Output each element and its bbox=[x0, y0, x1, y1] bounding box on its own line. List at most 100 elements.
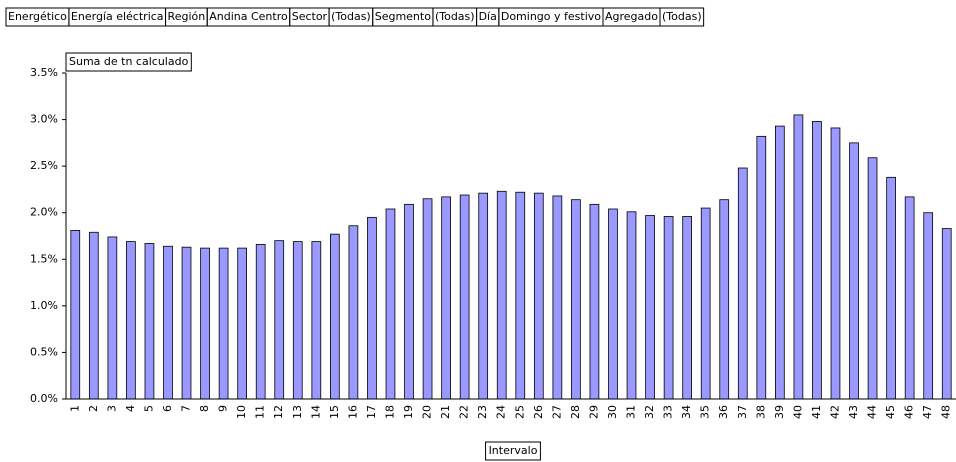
filter-value[interactable]: (Todas) bbox=[331, 10, 371, 23]
bar bbox=[552, 195, 563, 400]
bar bbox=[478, 192, 489, 400]
x-tick-label: 27 bbox=[550, 405, 563, 419]
bar bbox=[867, 157, 878, 400]
bar bbox=[88, 231, 99, 400]
plot-area: 0.0%0.5%1.0%1.5%2.0%2.5%3.0%3.5%1 2 3 4 5 6 7 8… bbox=[30, 52, 956, 461]
bar bbox=[163, 245, 173, 400]
x-tick-label: 21 bbox=[439, 405, 452, 419]
bar bbox=[200, 247, 210, 400]
x-axis-label[interactable]: Intervalo bbox=[489, 444, 538, 457]
filter-field[interactable]: Día bbox=[479, 10, 497, 23]
filter-field[interactable]: Sector bbox=[292, 10, 328, 23]
x-tick-label: 23 bbox=[476, 405, 489, 419]
x-tick-label: 25 bbox=[513, 405, 526, 419]
x-tick-label: 39 bbox=[773, 405, 786, 419]
bar bbox=[330, 233, 340, 400]
x-tick-label: 17 bbox=[365, 405, 378, 419]
filter-value[interactable]: Energía eléctrica bbox=[71, 10, 164, 23]
x-tick-label: 41 bbox=[810, 405, 823, 419]
bar bbox=[348, 225, 359, 400]
x-tick-label: 47 bbox=[921, 405, 934, 419]
x-tick-label: 8 bbox=[198, 405, 211, 412]
bar bbox=[533, 192, 544, 400]
x-tick-label: 44 bbox=[866, 405, 879, 419]
bar bbox=[218, 247, 229, 400]
x-tick-label: 46 bbox=[903, 405, 916, 419]
x-tick-label: 28 bbox=[569, 405, 582, 419]
bar bbox=[181, 246, 192, 400]
y-tick-label: 2.5% bbox=[30, 159, 58, 172]
x-tick-label: 3 bbox=[105, 405, 118, 412]
bar bbox=[719, 199, 730, 400]
x-tick-label: 16 bbox=[346, 405, 359, 419]
x-tick-label: 30 bbox=[606, 405, 619, 419]
x-tick-label: 22 bbox=[458, 405, 471, 419]
x-tick-label: 9 bbox=[217, 405, 230, 412]
bar bbox=[775, 125, 785, 400]
y-tick-label: 3.0% bbox=[30, 113, 58, 126]
filter-value-box bbox=[659, 7, 705, 27]
bar bbox=[107, 236, 118, 400]
filter-field[interactable]: Región bbox=[168, 10, 206, 23]
y-tick-label: 3.5% bbox=[30, 66, 58, 79]
x-tick-label: 5 bbox=[142, 405, 155, 412]
bar bbox=[589, 203, 600, 400]
bar bbox=[941, 228, 952, 400]
filter-value[interactable]: Andina Centro bbox=[209, 10, 288, 23]
y-tick-label: 1.5% bbox=[30, 252, 58, 265]
x-tick-label: 11 bbox=[254, 405, 267, 419]
bar bbox=[793, 114, 804, 400]
x-tick-label: 40 bbox=[791, 405, 804, 419]
x-tick-label: 38 bbox=[754, 405, 767, 419]
x-tick-label: 34 bbox=[680, 405, 693, 419]
filter-field[interactable]: Segmento bbox=[375, 10, 432, 23]
y-tick-label: 0.0% bbox=[30, 392, 58, 405]
series-name[interactable]: Suma de tn calculado bbox=[69, 55, 189, 68]
x-tick-label: 15 bbox=[328, 405, 341, 419]
y-tick-label: 0.5% bbox=[30, 345, 58, 358]
x-tick-label: 14 bbox=[309, 405, 322, 419]
filter-value[interactable]: (Todas) bbox=[435, 10, 475, 23]
bar bbox=[626, 211, 637, 400]
bar bbox=[515, 191, 526, 400]
x-tick-label: 13 bbox=[291, 405, 304, 419]
x-tick-label: 45 bbox=[884, 405, 897, 419]
x-tick-label: 48 bbox=[940, 405, 953, 419]
x-tick-label: 10 bbox=[235, 405, 248, 419]
bar bbox=[812, 121, 822, 400]
filter-value[interactable]: Domingo y festivo bbox=[501, 10, 601, 23]
series-name-box bbox=[65, 52, 192, 72]
bar bbox=[682, 216, 692, 400]
y-tick-label: 2.0% bbox=[30, 206, 58, 219]
bar bbox=[923, 212, 934, 400]
bar bbox=[756, 135, 767, 400]
x-tick-label: 2 bbox=[87, 405, 100, 412]
x-tick-label: 43 bbox=[847, 405, 860, 419]
x-tick-label: 24 bbox=[495, 405, 508, 419]
bar bbox=[237, 247, 247, 400]
bar bbox=[663, 216, 674, 400]
bar bbox=[274, 240, 285, 400]
filter-field[interactable]: Energético bbox=[8, 10, 67, 23]
x-tick-label: 20 bbox=[421, 405, 434, 419]
filter-value[interactable]: (Todas) bbox=[662, 10, 702, 23]
x-tick-label: 32 bbox=[643, 405, 656, 419]
bar bbox=[645, 215, 655, 400]
filter-field[interactable]: Agregado bbox=[605, 10, 658, 23]
bar bbox=[830, 127, 841, 400]
bar bbox=[367, 216, 377, 400]
y-tick-label: 1.0% bbox=[30, 299, 58, 312]
x-tick-label: 35 bbox=[699, 405, 712, 419]
bar bbox=[311, 241, 322, 400]
bar bbox=[70, 230, 81, 400]
x-tick-label: 6 bbox=[161, 405, 174, 412]
x-tick-label: 4 bbox=[124, 405, 137, 412]
bar bbox=[404, 203, 414, 400]
x-tick-label: 33 bbox=[662, 405, 675, 419]
bar bbox=[849, 142, 859, 400]
bar bbox=[737, 167, 748, 400]
x-tick-label: 31 bbox=[625, 405, 638, 419]
bar bbox=[385, 208, 396, 400]
bar bbox=[255, 243, 266, 400]
